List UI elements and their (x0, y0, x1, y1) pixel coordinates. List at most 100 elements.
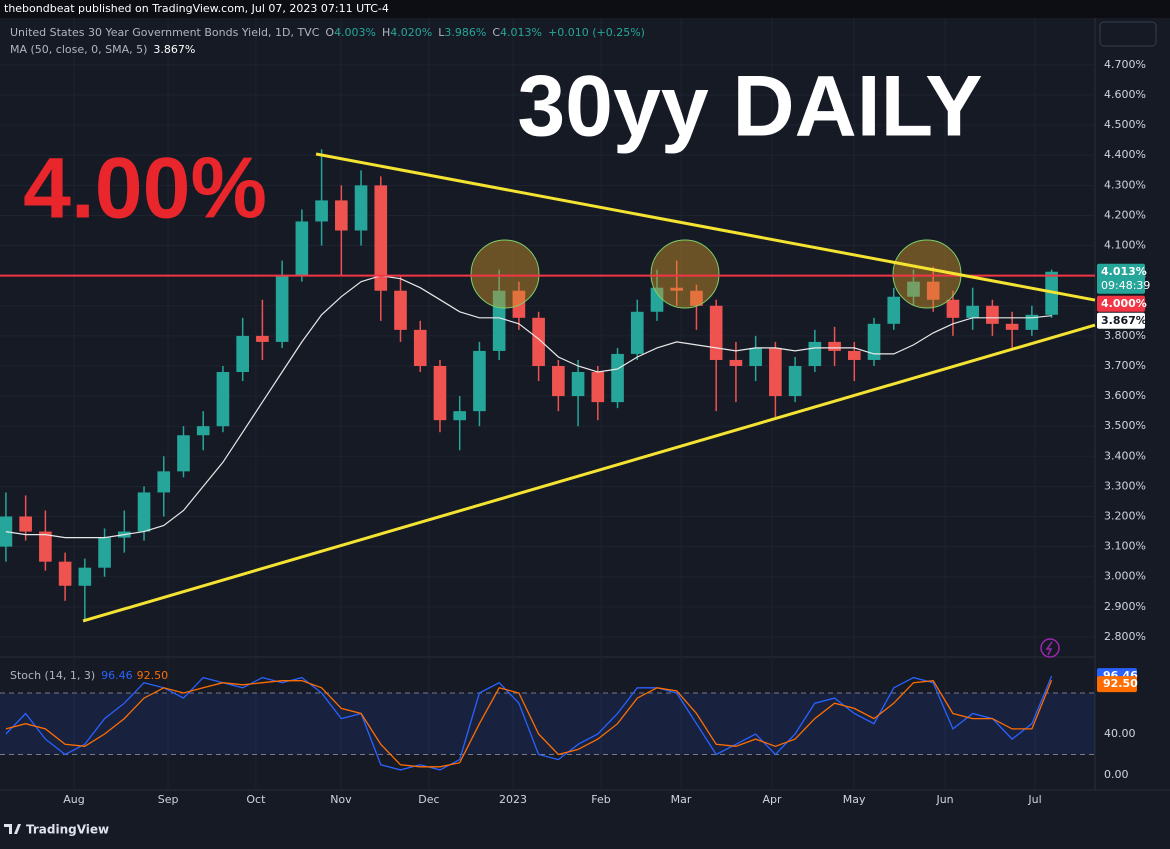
candle-body (986, 305, 999, 324)
trendline (315, 152, 1096, 302)
x-tick-label: Feb (591, 793, 610, 806)
y-tick-label: 3.800% (1104, 329, 1146, 342)
candle-body (670, 287, 684, 291)
x-tick-label: May (843, 793, 866, 806)
candle-body (394, 290, 407, 330)
stoch-line (5, 675, 1053, 771)
candle-body (690, 290, 703, 306)
ohlc-key: L (438, 26, 445, 39)
x-tick-label: Dec (418, 793, 439, 806)
stoch-name: Stoch (14, 1, 3) (10, 669, 95, 682)
y-tick-label: 4.500% (1104, 118, 1146, 131)
ma-name: MA (50, close, 0, SMA, 5) (10, 43, 147, 56)
ohlc-value: 4.020% (390, 26, 432, 39)
footer-logo (4, 824, 21, 834)
trendline (82, 323, 1096, 623)
ohlc-key: H (382, 26, 390, 39)
candle-body (887, 296, 901, 324)
alert-circle[interactable] (1040, 638, 1060, 658)
ohlc-value: 3.986% (444, 26, 486, 39)
publisher: thebondbeat published on TradingView.com… (4, 2, 389, 15)
y-tick-label: 4.400% (1104, 148, 1146, 161)
x-tick-label: Nov (330, 793, 352, 806)
candle-body (1025, 314, 1039, 330)
candle-body (926, 281, 940, 300)
candle-body (650, 287, 664, 312)
publisher-bar (0, 0, 1170, 18)
candle-body (611, 353, 624, 403)
stoch-label-box (1097, 676, 1137, 693)
stoch-k-value: 96.46 (101, 669, 133, 682)
candle-body (58, 561, 72, 586)
y-tick-label: 4.700% (1104, 58, 1146, 71)
y-tick-label: 4.100% (1104, 239, 1146, 252)
candle-body (236, 335, 249, 373)
ohlc-key: O (325, 26, 334, 39)
candle-body (256, 335, 269, 342)
candle-body (828, 341, 841, 351)
x-tick-label: Aug (63, 793, 84, 806)
candle-body (867, 323, 881, 360)
logo-mark (4, 824, 21, 834)
stoch-band (0, 692, 1095, 755)
candle-body (177, 435, 190, 472)
y-tick-label: 3.000% (1104, 570, 1146, 583)
candle-body (315, 200, 328, 222)
candle-body (591, 372, 605, 403)
x-tick-label: 2023 (499, 793, 527, 806)
ohlc-value: 4.013% (500, 26, 542, 39)
candle-body (552, 365, 565, 397)
level-annotation: 4.00% (23, 141, 267, 237)
stoch-tick-label: 0.00 (1104, 768, 1129, 781)
candle-body (532, 317, 545, 366)
candle-body (78, 567, 92, 586)
y-tick-label: 4.200% (1104, 208, 1146, 221)
highlight-circle (650, 239, 720, 309)
ma-last: 3.867% (153, 43, 195, 56)
x-tick-label: Mar (671, 793, 692, 806)
y-tick-label: 3.400% (1104, 449, 1146, 462)
highlight-circle (470, 239, 540, 309)
legend-header: United States 30 Year Government Bonds Y… (10, 26, 645, 39)
stoch-d-value: 92.50 (137, 669, 169, 682)
highlight-circles (470, 239, 962, 309)
ma-legend: MA (50, close, 0, SMA, 5) 3.867% (10, 43, 195, 56)
price-label: 4.000% (1101, 297, 1147, 310)
candle-body (19, 516, 32, 532)
toolbar-box[interactable] (1099, 21, 1157, 47)
symbol: United States 30 Year Government Bonds Y… (10, 26, 320, 39)
candle-body (354, 185, 368, 231)
candle-body (571, 372, 585, 397)
stoch-line (5, 679, 1053, 768)
candle-body (157, 471, 171, 493)
candle-body (473, 350, 486, 412)
price-label-box (1097, 295, 1145, 312)
alert-icon[interactable] (1040, 638, 1060, 658)
x-tick-label: Jul (1027, 793, 1041, 806)
candle-body (39, 531, 52, 562)
ohlc-key: C (492, 26, 500, 39)
candle-body (492, 290, 506, 351)
y-tick-label: 4.600% (1104, 88, 1146, 101)
y-tick-label: 3.700% (1104, 359, 1146, 372)
y-tick-label: 3.300% (1104, 479, 1146, 492)
candle-body (788, 365, 802, 397)
x-tick-label: Sep (158, 793, 179, 806)
price-label: 4.013% (1101, 265, 1147, 278)
stoch-tick-label: 40.00 (1104, 727, 1136, 740)
price-label: 3.867% (1101, 314, 1147, 327)
candle-body (847, 350, 861, 360)
change: +0.010 (+0.25%) (548, 26, 645, 39)
y-tick-label: 3.500% (1104, 419, 1146, 432)
alert-bolt[interactable] (1045, 641, 1053, 656)
candle-body (374, 185, 388, 291)
candle-body (966, 305, 979, 318)
y-tick-label: 4.300% (1104, 178, 1146, 191)
candle-body (413, 329, 427, 366)
price-label-box (1097, 263, 1145, 294)
ohlc-value: 4.003% (334, 26, 376, 39)
candle-body (749, 347, 762, 366)
y-tick-label: 3.200% (1104, 510, 1146, 523)
candle-body (512, 290, 526, 318)
